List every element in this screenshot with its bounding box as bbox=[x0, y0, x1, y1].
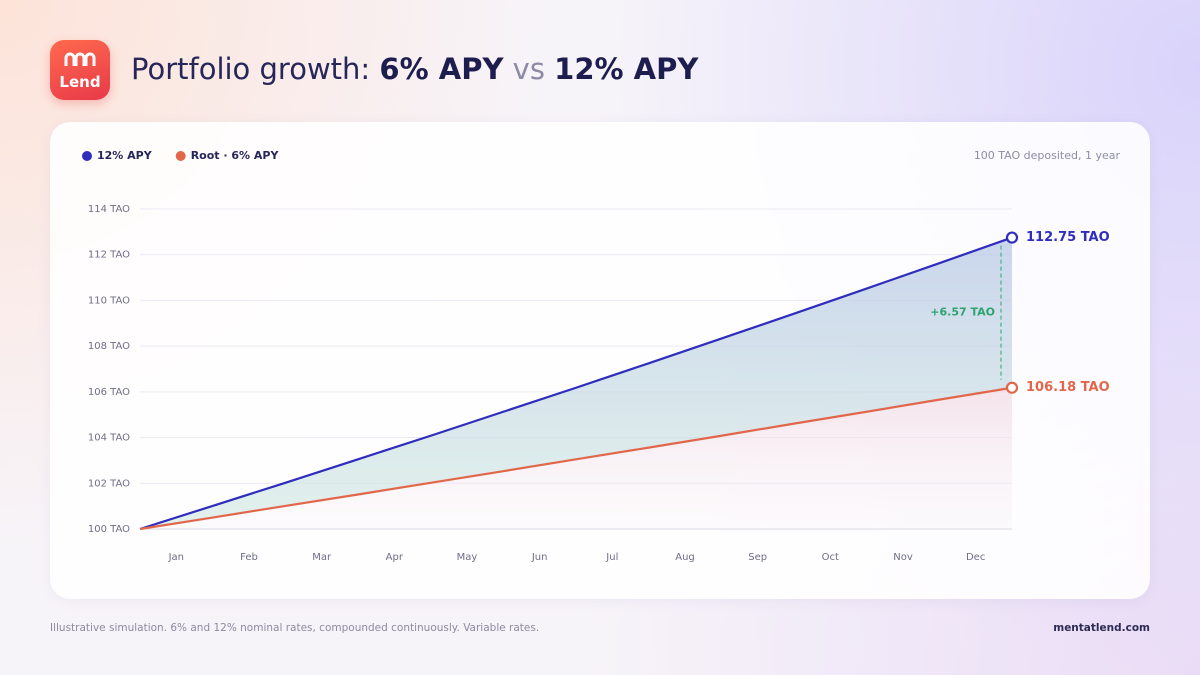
y-tick-label: 100 TAO bbox=[88, 524, 130, 535]
x-tick-label: Nov bbox=[893, 552, 913, 563]
x-tick-label: Jun bbox=[531, 552, 548, 563]
x-tick-label: Jan bbox=[168, 552, 184, 563]
y-tick-label: 108 TAO bbox=[88, 341, 130, 352]
gap-area bbox=[140, 237, 1012, 530]
low-area bbox=[140, 387, 1012, 529]
end-point bbox=[1005, 381, 1019, 394]
x-tick-label: Feb bbox=[240, 552, 258, 563]
y-tick-label: 110 TAO bbox=[88, 295, 130, 306]
x-tick-label: Aug bbox=[675, 552, 695, 563]
y-tick-label: 112 TAO bbox=[88, 250, 130, 261]
series-line bbox=[139, 236, 1013, 531]
legend-swatch bbox=[175, 151, 186, 161]
title-a: 6% APY bbox=[379, 52, 504, 86]
x-tick-label: Dec bbox=[966, 552, 985, 563]
end-label: 106.18 TAO bbox=[1026, 380, 1110, 395]
end-label: 112.75 TAO bbox=[1026, 230, 1110, 245]
footer-site: mentatlend.com bbox=[1053, 622, 1150, 634]
x-tick-label: Jul bbox=[605, 552, 618, 563]
logo-text: Lend bbox=[59, 73, 101, 91]
x-tick-label: Mar bbox=[312, 552, 332, 563]
title-join: vs bbox=[512, 52, 545, 86]
x-tick-label: Apr bbox=[386, 552, 404, 563]
legend-label: 12% APY bbox=[97, 149, 153, 162]
title-lead: Portfolio growth: bbox=[131, 52, 371, 86]
y-tick-label: 114 TAO bbox=[88, 204, 130, 215]
series-line bbox=[139, 386, 1013, 531]
footer-note: Illustrative simulation. 6% and 12% nomi… bbox=[50, 622, 540, 634]
logo-mark bbox=[64, 52, 96, 66]
logo: Lend bbox=[50, 40, 110, 100]
gap-label: +6.57 TAO bbox=[930, 306, 995, 319]
title: Portfolio growth: 6% APY vs 12% APY bbox=[131, 52, 698, 86]
y-tick-label: 104 TAO bbox=[88, 433, 130, 444]
x-tick-label: Sep bbox=[748, 552, 767, 563]
legend-swatch bbox=[82, 151, 92, 161]
subtitle: 100 TAO deposited, 1 year bbox=[974, 149, 1121, 162]
y-tick-label: 102 TAO bbox=[88, 478, 130, 489]
end-point bbox=[1005, 231, 1019, 244]
legend-label: Root · 6% APY bbox=[191, 149, 280, 162]
title-b: 12% APY bbox=[554, 52, 699, 86]
x-tick-label: May bbox=[457, 552, 478, 563]
x-tick-label: Oct bbox=[822, 552, 839, 563]
y-tick-label: 106 TAO bbox=[88, 387, 130, 398]
